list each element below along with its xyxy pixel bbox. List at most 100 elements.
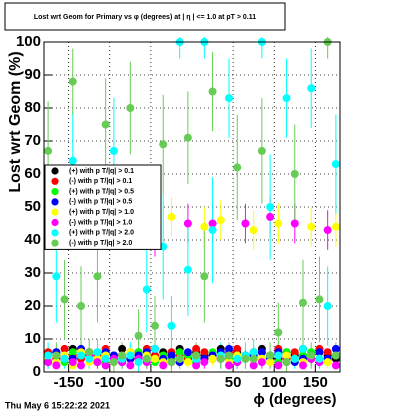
- data-point: [225, 351, 233, 360]
- data-point: [183, 348, 192, 357]
- x-tick-label: -150: [54, 374, 84, 391]
- data-point: [266, 351, 275, 360]
- chart-title: Lost wrt Geom for Primary vs φ (degrees)…: [34, 14, 256, 21]
- data-point: [266, 203, 275, 211]
- data-point: [77, 351, 85, 360]
- data-point: [118, 344, 127, 353]
- data-point: [126, 361, 135, 370]
- data-point: [208, 354, 217, 363]
- legend-label: (-) with p T/|q| > 2.0: [69, 240, 132, 247]
- data-point: [315, 295, 324, 304]
- data-point: [101, 120, 110, 129]
- legend-label: (-) with p T/|q| > 1.0: [69, 219, 132, 226]
- data-point: [331, 351, 340, 360]
- y-tick-label: 40: [24, 231, 41, 248]
- data-point: [208, 219, 217, 228]
- data-point: [233, 344, 242, 353]
- data-point: [167, 212, 176, 221]
- legend-label: (+) with p T/|q| > 2.0: [69, 230, 134, 237]
- data-point: [44, 351, 53, 360]
- data-point: [257, 146, 266, 155]
- data-point: [225, 94, 233, 103]
- y-tick-label: 80: [24, 99, 41, 116]
- data-point: [241, 354, 250, 363]
- legend-label: (+) with p T/|q| > 0.5: [69, 188, 134, 195]
- y-tick-label: 70: [24, 132, 41, 149]
- data-point: [331, 222, 340, 231]
- data-point: [85, 354, 94, 363]
- data-point: [68, 77, 77, 86]
- y-tick-label: 100: [16, 33, 41, 50]
- data-point: [85, 348, 94, 357]
- data-point: [200, 348, 209, 357]
- data-point: [290, 219, 299, 228]
- data-point: [290, 354, 299, 363]
- legend-box: [44, 164, 162, 250]
- data-point: [68, 156, 77, 165]
- x-tick-label: 150: [303, 374, 328, 391]
- data-point: [101, 354, 110, 363]
- legend-marker: [51, 218, 59, 227]
- y-tick-label: 30: [24, 264, 41, 281]
- data-point: [249, 354, 258, 363]
- data-point: [274, 219, 283, 228]
- data-point: [44, 146, 53, 155]
- data-point: [142, 285, 151, 294]
- data-point: [200, 222, 209, 231]
- data-point: [208, 87, 217, 96]
- data-point: [167, 358, 176, 367]
- data-point: [159, 140, 168, 149]
- data-point: [109, 146, 118, 155]
- legend-label: (-) with p T/|q| > 0.5: [69, 199, 132, 206]
- data-point: [183, 133, 192, 142]
- x-tick-label: -50: [140, 374, 162, 391]
- data-point: [266, 358, 275, 367]
- data-point: [52, 351, 61, 360]
- y-tick-label: 60: [24, 165, 41, 182]
- y-tick-label: 50: [24, 198, 41, 215]
- y-tick-label: 0: [33, 363, 41, 380]
- legend-marker: [51, 239, 59, 247]
- data-point: [183, 358, 192, 367]
- data-point: [200, 358, 209, 367]
- data-point: [323, 302, 332, 310]
- data-point: [257, 348, 266, 357]
- data-point: [126, 104, 135, 112]
- data-point: [323, 226, 332, 235]
- data-point: [159, 361, 168, 370]
- y-tick-label: 20: [24, 297, 41, 314]
- data-point: [192, 351, 201, 360]
- data-point: [331, 160, 340, 169]
- data-point: [126, 351, 135, 360]
- data-point: [323, 358, 332, 367]
- data-point: [44, 358, 53, 367]
- data-point: [331, 344, 340, 353]
- data-point: [249, 348, 258, 357]
- data-point: [282, 94, 291, 103]
- legend-marker: [51, 188, 59, 196]
- data-point: [249, 226, 258, 235]
- data-point: [167, 321, 176, 330]
- x-axis-label: ϕ (degrees): [254, 391, 337, 408]
- data-point: [290, 170, 299, 178]
- data-point: [274, 361, 283, 370]
- data-point: [274, 328, 283, 337]
- data-point: [307, 351, 316, 360]
- data-point: [52, 272, 61, 281]
- data-point: [134, 358, 143, 367]
- data-point: [299, 361, 307, 370]
- data-point: [315, 348, 324, 357]
- data-point: [274, 351, 283, 360]
- data-point: [175, 348, 184, 357]
- data-point: [77, 361, 85, 370]
- data-point: [167, 351, 176, 360]
- data-point: [249, 361, 258, 370]
- data-point: [183, 219, 192, 228]
- x-tick-label: -100: [95, 374, 125, 391]
- data-point: [93, 358, 102, 367]
- data-point: [101, 361, 110, 370]
- y-tick-label: 10: [24, 330, 41, 347]
- data-point: [142, 354, 151, 363]
- data-point: [60, 344, 69, 353]
- data-point: [233, 354, 242, 363]
